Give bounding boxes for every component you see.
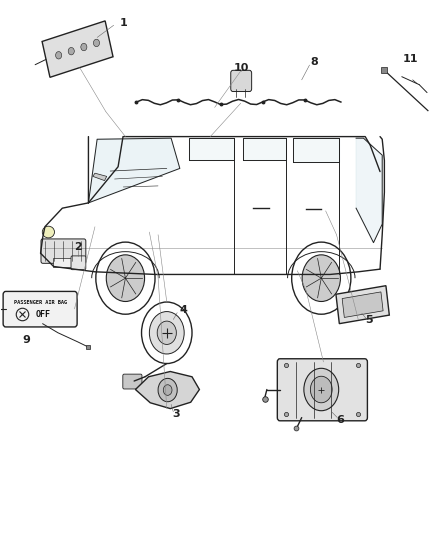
Circle shape [302,255,340,302]
Circle shape [93,39,99,47]
Text: 5: 5 [365,314,373,325]
Circle shape [141,302,192,364]
FancyBboxPatch shape [231,70,252,92]
Polygon shape [243,138,286,160]
Text: PASSENGER AIR BAG: PASSENGER AIR BAG [14,300,67,305]
Polygon shape [336,286,389,324]
FancyBboxPatch shape [3,292,77,327]
Circle shape [311,376,332,403]
Circle shape [106,255,145,302]
Circle shape [157,321,177,344]
Text: 10: 10 [233,63,249,72]
Polygon shape [188,138,234,160]
Text: 4: 4 [180,305,187,315]
Polygon shape [93,173,107,181]
Polygon shape [356,138,382,243]
Circle shape [56,52,62,59]
Circle shape [158,378,177,402]
Circle shape [96,242,155,314]
Polygon shape [135,372,199,409]
Text: 8: 8 [311,58,318,67]
Text: OFF: OFF [35,310,50,319]
Text: 9: 9 [23,335,31,345]
Text: 6: 6 [336,415,344,425]
Circle shape [149,312,184,354]
Polygon shape [342,292,383,318]
Polygon shape [42,21,113,77]
Text: 2: 2 [74,243,82,253]
Circle shape [81,43,87,51]
FancyBboxPatch shape [123,374,142,389]
FancyBboxPatch shape [41,239,86,263]
FancyBboxPatch shape [53,258,72,266]
Polygon shape [293,138,339,161]
Text: 3: 3 [173,409,180,419]
Circle shape [292,242,351,314]
Circle shape [304,368,339,411]
Polygon shape [88,138,180,203]
Text: 1: 1 [120,18,127,28]
FancyBboxPatch shape [71,256,86,270]
Text: 11: 11 [403,54,418,63]
FancyBboxPatch shape [277,359,367,421]
Circle shape [68,47,74,55]
Ellipse shape [42,226,54,238]
Circle shape [163,385,172,395]
